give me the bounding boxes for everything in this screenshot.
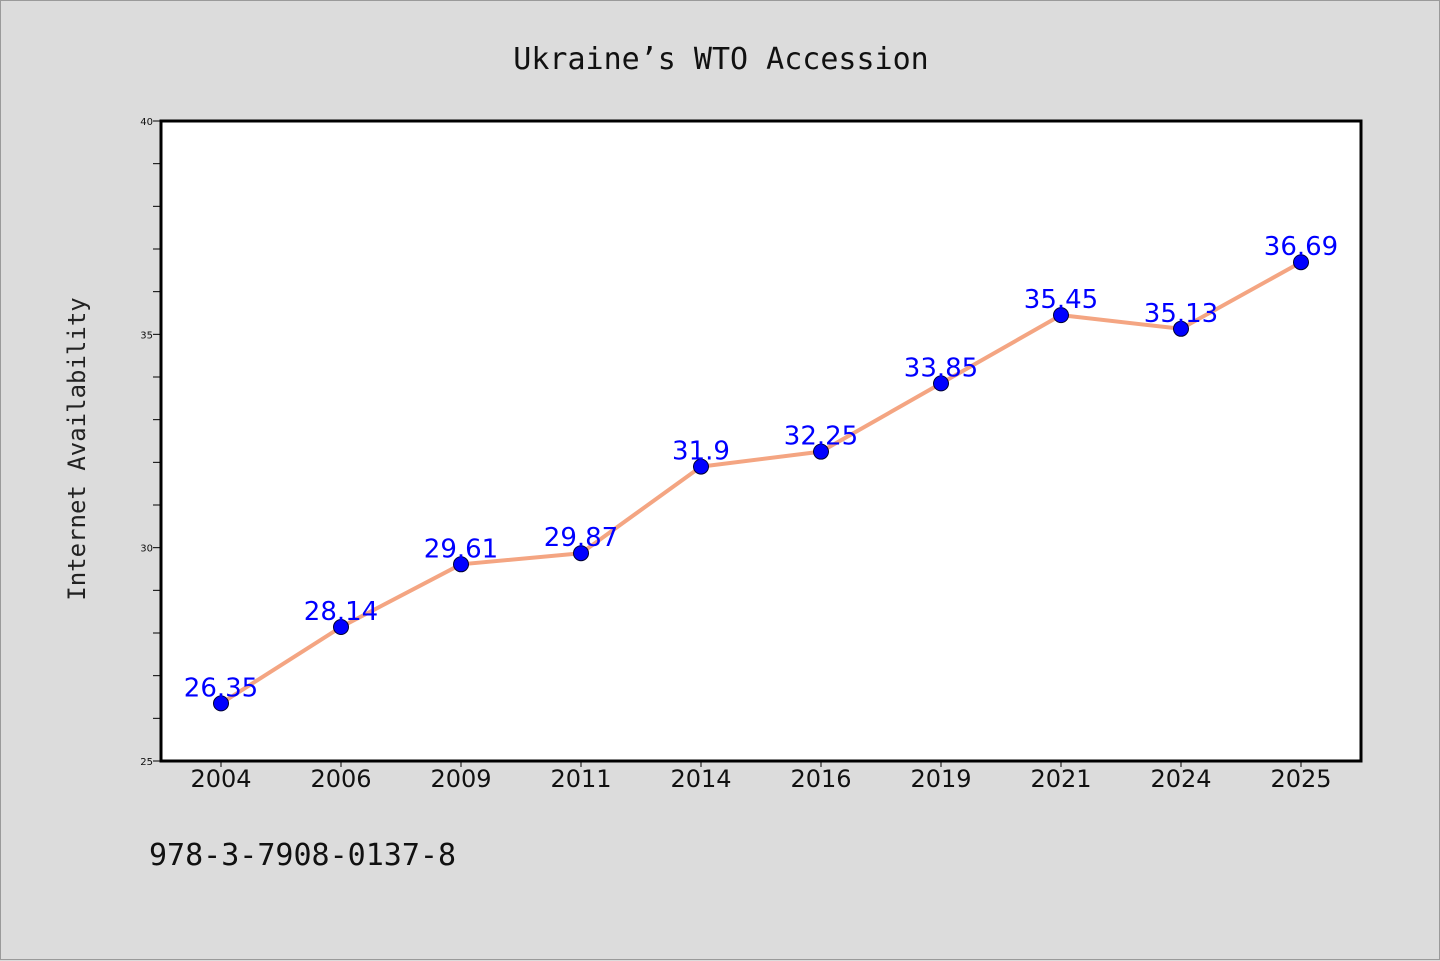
data-point-marker [573, 545, 589, 562]
y-axis-label: Internet Availability [63, 297, 91, 600]
data-point-marker [1293, 254, 1309, 271]
data-label: 26.35 [184, 673, 258, 703]
data-point-marker [453, 556, 469, 573]
x-tick-label: 2019 [910, 765, 971, 793]
x-tick-label: 2025 [1270, 765, 1331, 793]
data-point-marker [933, 375, 949, 392]
data-label: 31.9 [672, 437, 730, 467]
x-tick-label: 2016 [790, 765, 851, 793]
x-tick-label: 2011 [550, 765, 611, 793]
data-point-marker [213, 695, 229, 712]
x-tick-label: 2014 [670, 765, 731, 793]
series-line [219, 260, 1302, 706]
data-label: 28.14 [304, 597, 378, 627]
y-tick-label: 35 [140, 330, 153, 341]
plot-area [159, 119, 1363, 763]
data-label: 35.45 [1024, 285, 1098, 315]
data-label: 35.13 [1144, 299, 1218, 329]
x-tick-label: 2006 [310, 765, 371, 793]
x-tick-label: 2009 [430, 765, 491, 793]
data-point-marker [1173, 320, 1189, 337]
x-axis-ticks: 2004 2006 2009 2011 2014 2016 2019 2021 2024 2025 [190, 761, 1332, 793]
data-point-marker [1053, 307, 1069, 324]
x-tick-label: 2024 [1150, 765, 1211, 793]
data-labels: 26.35 28.14 29.61 29.87 31.9 32.25 33.85 35.45 3… [184, 232, 1338, 703]
data-label: 33.85 [904, 353, 978, 383]
x-tick-label: 2004 [190, 765, 251, 793]
data-label: 32.25 [784, 422, 858, 452]
y-tick-label: 40 [140, 117, 153, 128]
y-minor-ticks [153, 120, 161, 762]
x-tick-label: 2021 [1030, 765, 1091, 793]
data-point-marker [813, 443, 829, 460]
series-markers [213, 254, 1309, 712]
data-point-marker [333, 619, 349, 636]
data-point-marker [693, 458, 709, 475]
y-axis-ticks: 25 30 35 40 [140, 117, 153, 768]
data-label: 29.87 [544, 523, 618, 553]
isbn-footer: 978-3-7908-0137-8 [149, 838, 456, 873]
y-tick-label: 25 [140, 757, 153, 768]
y-tick-label: 30 [140, 544, 153, 555]
chart-title: Ukraine’s WTO Accession [513, 42, 928, 77]
data-label: 29.61 [424, 534, 498, 564]
data-label: 36.69 [1264, 232, 1338, 262]
